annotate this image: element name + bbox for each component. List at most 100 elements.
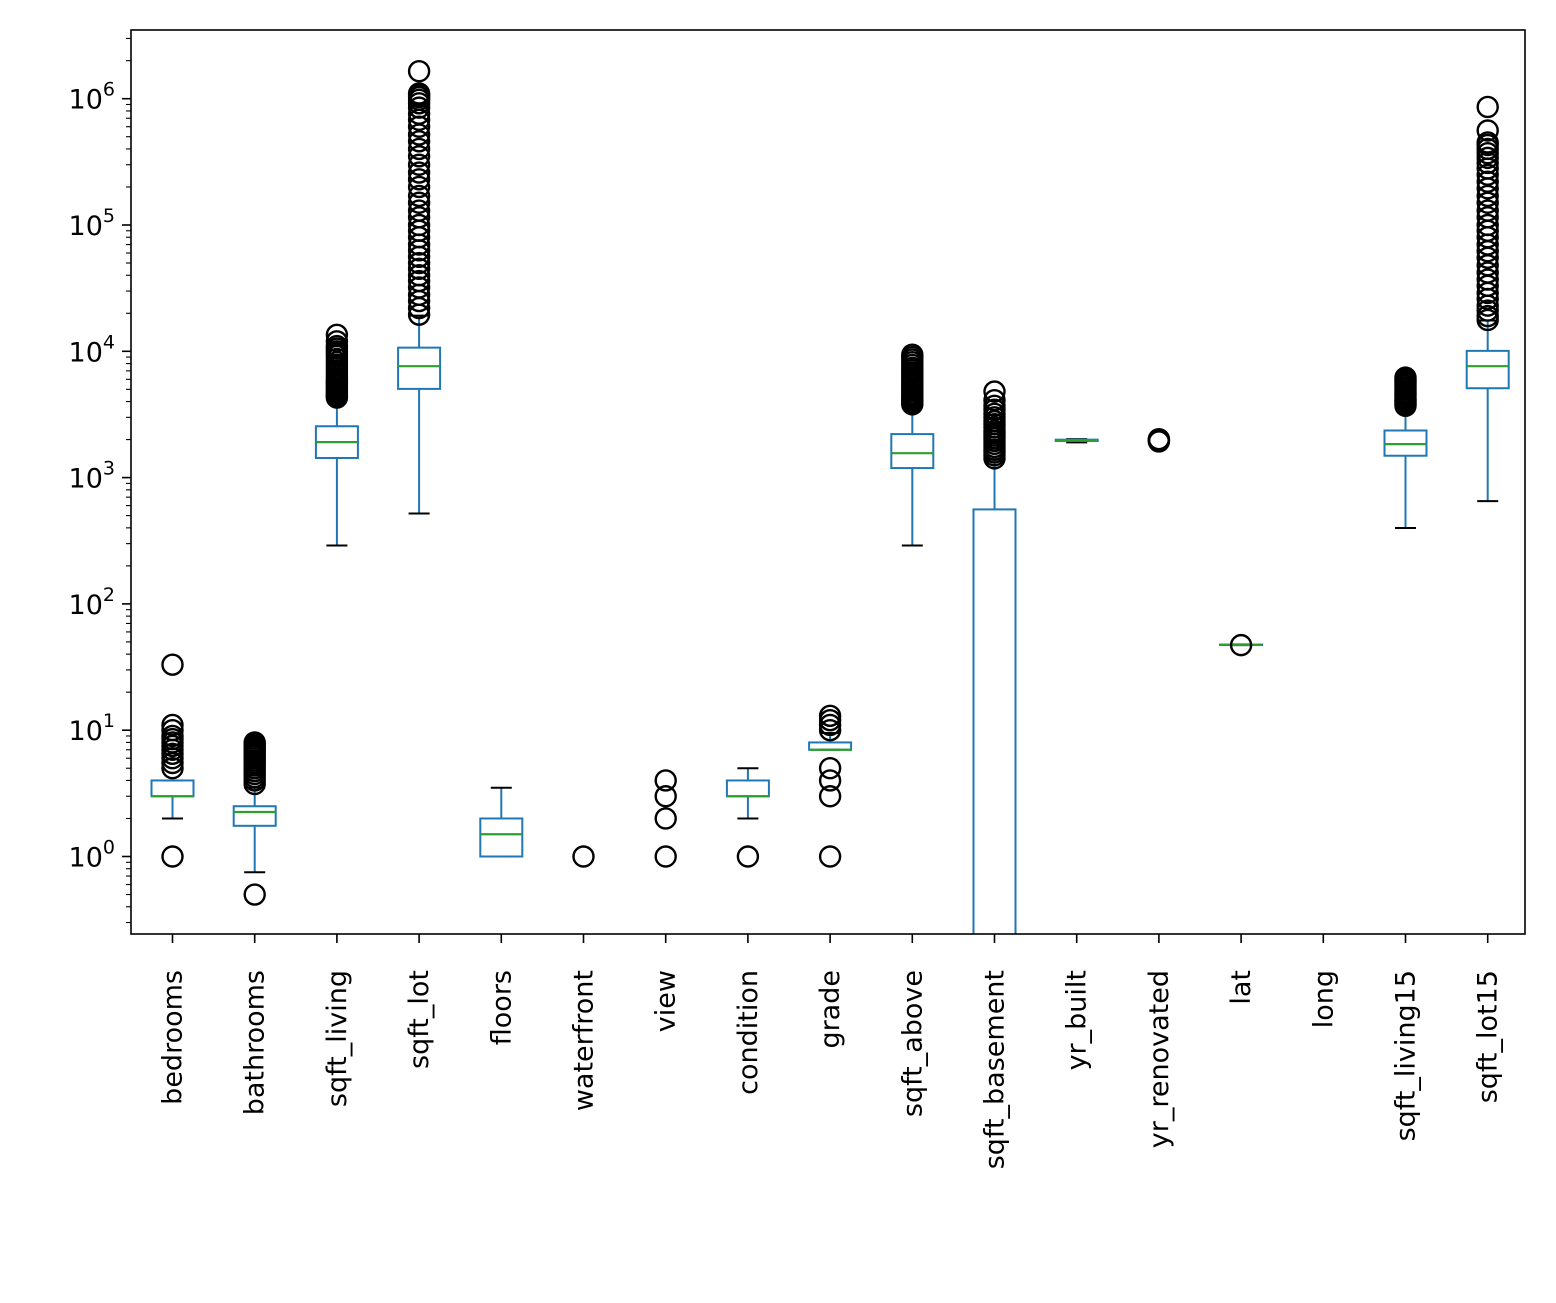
outlier-point: [1476, 119, 1499, 142]
outlier-point: [901, 343, 924, 366]
outlier-point: [407, 168, 431, 191]
outlier-point: [407, 264, 431, 287]
y-tick-label: 100: [69, 837, 115, 874]
y-tick-base: 10: [69, 85, 103, 116]
outlier-point: [1147, 427, 1171, 451]
x-axis: bedrooms bathrooms sqft_living sqft_lot floo…: [158, 934, 1504, 1169]
y-tick-exponent: 6: [103, 79, 115, 101]
outlier-point: [983, 389, 1006, 412]
outlier-point: [407, 175, 431, 199]
outlier-point: [654, 807, 677, 830]
x-tick-label: grade: [815, 970, 846, 1049]
outlier-point: [654, 785, 677, 808]
y-tick-base: 10: [69, 337, 103, 368]
x-tick-label: sqft_lot15: [1473, 970, 1504, 1103]
box-lat: [1219, 633, 1264, 657]
x-tick-label: yr_built: [1062, 970, 1093, 1070]
outlier-point: [161, 757, 184, 780]
x-tick-label: waterfront: [569, 970, 600, 1111]
box-waterfront: [572, 845, 595, 868]
box-yr_renovated: [1147, 427, 1171, 453]
outlier-point: [161, 719, 184, 742]
x-tick-label: bedrooms: [158, 970, 189, 1105]
outlier-point: [1476, 206, 1499, 229]
outlier-point: [407, 251, 431, 275]
outlier-point: [818, 757, 842, 780]
iqr-box: [972, 508, 1017, 934]
outlier-point: [818, 769, 842, 792]
outlier-point: [407, 130, 431, 153]
outlier-point: [1394, 366, 1417, 389]
outlier-point: [818, 719, 842, 742]
x-tick-label: sqft_lot: [404, 970, 435, 1069]
outlier-point: [325, 323, 349, 347]
outlier-point: [407, 137, 431, 161]
box-bedrooms: [150, 653, 195, 868]
outlier-point: [407, 153, 431, 176]
outlier-point: [407, 161, 431, 184]
outlier-point: [243, 731, 266, 754]
outlier-point: [407, 257, 431, 280]
outlier-point: [818, 704, 842, 728]
outlier-point: [572, 845, 595, 868]
y-tick-exponent: 2: [103, 584, 115, 606]
outlier-point: [1476, 199, 1499, 222]
outlier-point: [161, 845, 184, 868]
y-tick-exponent: 0: [103, 837, 115, 859]
box-grade: [808, 704, 853, 868]
y-tick-base: 10: [69, 716, 103, 747]
y-tick-label: 105: [69, 205, 115, 242]
outlier-point: [1476, 213, 1499, 237]
y-tick-label: 102: [69, 584, 115, 621]
iqr-box: [1465, 349, 1510, 390]
outlier-point: [1476, 261, 1499, 284]
x-tick-label: sqft_above: [897, 970, 928, 1117]
plot-frame: [130, 29, 1526, 935]
outlier-point: [654, 769, 677, 792]
x-tick-label: yr_renovated: [1144, 970, 1175, 1148]
outlier-point: [407, 206, 431, 229]
y-tick-label: 106: [69, 79, 115, 116]
box-condition: [725, 767, 770, 868]
y-tick-base: 10: [69, 464, 103, 495]
x-tick-label: sqft_living15: [1391, 970, 1422, 1141]
outlier-point: [161, 653, 184, 676]
outlier-point: [1476, 131, 1499, 154]
outlier-point: [983, 394, 1006, 418]
outlier-point: [654, 845, 677, 868]
x-tick-label: view: [651, 970, 682, 1032]
box-sqft_lot: [397, 60, 442, 515]
x-tick-label: sqft_living: [322, 970, 353, 1107]
outlier-point: [1229, 633, 1253, 657]
outlier-point: [818, 845, 842, 868]
outlier-point: [161, 713, 184, 737]
box-sqft_living: [314, 323, 359, 547]
box-yr_built: [1054, 438, 1099, 444]
x-tick-label: long: [1308, 970, 1339, 1028]
y-tick-base: 10: [69, 211, 103, 242]
outlier-point: [325, 330, 349, 353]
iqr-box: [397, 346, 442, 390]
y-tick-label: 101: [69, 710, 115, 747]
y-tick-exponent: 5: [103, 205, 115, 227]
outlier-point: [818, 785, 842, 808]
box-sqft_above: [890, 343, 935, 547]
y-tick-base: 10: [69, 843, 103, 874]
outlier-point: [407, 213, 431, 237]
outlier-point: [736, 845, 760, 868]
outlier-point: [983, 380, 1006, 403]
y-tick-exponent: 4: [103, 331, 115, 353]
x-tick-label: bathrooms: [240, 970, 271, 1115]
outlier-point: [1476, 163, 1499, 186]
y-tick-label: 104: [69, 331, 115, 368]
outlier-point: [407, 199, 431, 222]
outlier-point: [407, 269, 431, 293]
x-tick-label: sqft_basement: [980, 970, 1011, 1169]
y-tick-label: 103: [69, 458, 115, 495]
outlier-point: [407, 145, 431, 168]
x-tick-label: lat: [1226, 970, 1257, 1005]
outlier-point: [407, 191, 431, 214]
box-sqft_basement: [972, 380, 1017, 934]
